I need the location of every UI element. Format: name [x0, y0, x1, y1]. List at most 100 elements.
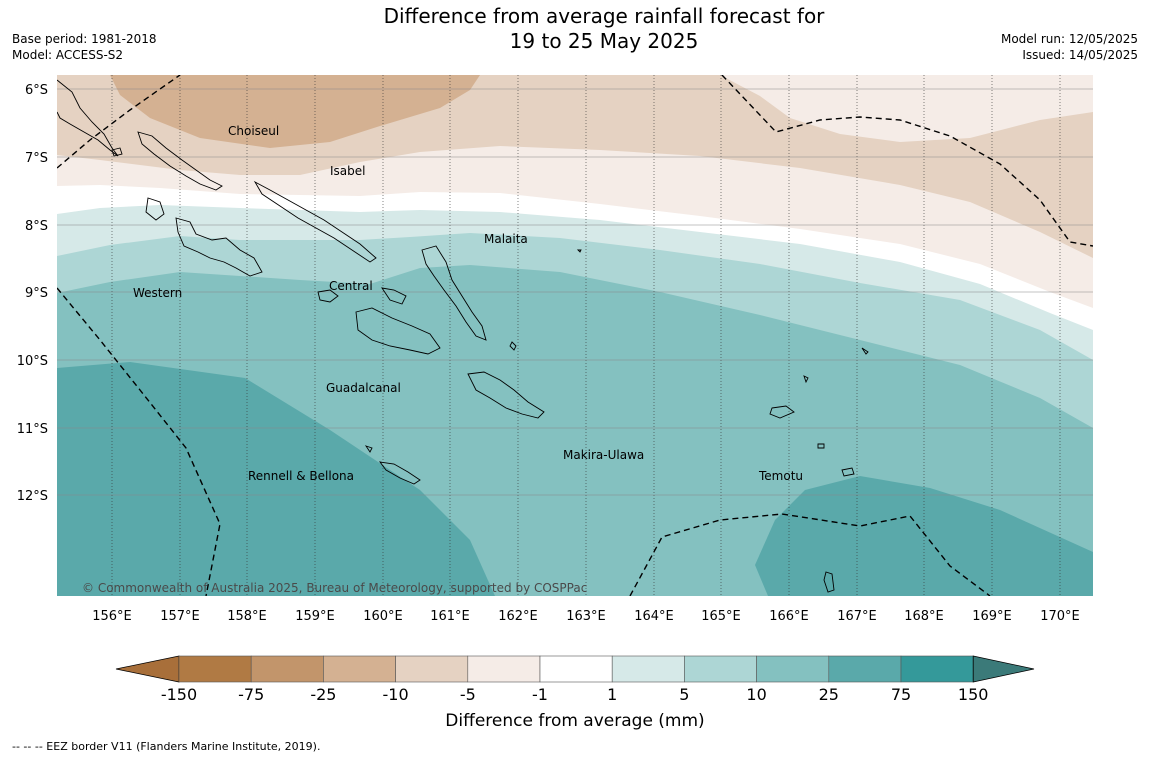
- lon-label: 170°E: [1040, 609, 1080, 624]
- label-makira-ulawa: Makira-Ulawa: [563, 448, 644, 462]
- ontong-java: [576, 249, 582, 253]
- colorbar-tick-label: -25: [310, 685, 336, 704]
- colorbar-segment: [178, 655, 252, 683]
- colorbar-tick-label: 1: [607, 685, 617, 704]
- title-line-2: 19 to 25 May 2025: [509, 29, 699, 53]
- vella-lavella-island: [145, 197, 165, 221]
- nggela-islands: [317, 289, 339, 303]
- anuta-island: [841, 467, 855, 477]
- lon-label: 159°E: [295, 609, 335, 624]
- title-line-1: Difference from average rainfall forecas…: [383, 4, 825, 28]
- lon-label: 161°E: [430, 609, 470, 624]
- russell-islands: [381, 287, 407, 305]
- bougainville-coast: [57, 79, 119, 157]
- copyright-note: © Commonwealth of Australia 2025, Bureau…: [82, 581, 587, 595]
- lon-label: 163°E: [566, 609, 606, 624]
- eez-footnote: -- -- -- EEZ border V11 (Flanders Marine…: [12, 740, 321, 753]
- colorbar-arrow-low: [115, 655, 180, 683]
- colorbar-segment: [395, 655, 469, 683]
- longitude-labels: 156°E 157°E 158°E 159°E 160°E 161°E 162°…: [92, 609, 1080, 624]
- colorbar-tick-label: -10: [383, 685, 409, 704]
- issued-date: Issued: 14/05/2025: [1022, 48, 1138, 62]
- makira-island: [467, 371, 545, 419]
- santa-cruz-ndeni: [769, 405, 795, 419]
- graticule: [57, 75, 1093, 596]
- lon-label: 168°E: [904, 609, 944, 624]
- colorbar-tick-label: 25: [819, 685, 839, 704]
- latitude-labels: 6°S 7°S 8°S 9°S 10°S 11°S 12°S: [17, 83, 48, 504]
- colorbar-segment: [611, 655, 685, 683]
- lat-label: 6°S: [25, 83, 48, 98]
- colorbar-segment: [250, 655, 324, 683]
- eez-north-west: [57, 75, 181, 169]
- label-rennell-bellona: Rennell & Bellona: [248, 469, 354, 483]
- colorbar-tick-label: -150: [161, 685, 197, 704]
- new-georgia-group: [175, 217, 263, 277]
- choiseul-island: [137, 131, 223, 191]
- santa-isabel-island: [253, 180, 377, 263]
- colorbar-tick-label: 10: [746, 685, 766, 704]
- lon-label: 162°E: [498, 609, 538, 624]
- province-labels: Choiseul Isabel Malaita Central Western …: [133, 124, 803, 483]
- lon-label: 157°E: [160, 609, 200, 624]
- parallels: [57, 88, 1093, 496]
- colorbar-tick-label: 150: [958, 685, 989, 704]
- colorbar-tick-label: 5: [679, 685, 689, 704]
- lon-label: 169°E: [972, 609, 1012, 624]
- reef-islands: [803, 375, 809, 384]
- lat-label: 10°S: [17, 354, 48, 369]
- lon-label: 160°E: [363, 609, 403, 624]
- colorbar-tick-label: 75: [891, 685, 911, 704]
- ulawa-island: [509, 341, 517, 351]
- colorbar-segment: [828, 655, 902, 683]
- eez-border: [57, 75, 1093, 596]
- coastlines: [57, 79, 869, 593]
- colorbar-tick-label: -5: [460, 685, 476, 704]
- label-western: Western: [133, 286, 182, 300]
- colorbar-tick-labels: -150 -75 -25 -10 -5 -1 1 5 10 25 75 150: [161, 685, 989, 704]
- duff-islands: [861, 347, 869, 355]
- eez-north-east: [721, 75, 1093, 247]
- tikopia-island: [817, 443, 825, 449]
- label-temotu: Temotu: [758, 469, 803, 483]
- chart-title: Difference from average rainfall forecas…: [0, 4, 1150, 54]
- model-name: Model: ACCESS-S2: [12, 48, 124, 62]
- meta-left: Base period: 1981-2018 Model: ACCESS-S2: [12, 31, 157, 63]
- rennell-island: [378, 461, 421, 485]
- label-isabel: Isabel: [330, 164, 365, 178]
- colorbar-segment: [684, 655, 757, 683]
- lon-label: 165°E: [701, 609, 741, 624]
- colorbar-tick-label: -75: [238, 685, 264, 704]
- guadalcanal-island: [355, 307, 441, 355]
- lat-label: 7°S: [25, 151, 48, 166]
- lat-label: 12°S: [17, 489, 48, 504]
- rainfall-contours: [57, 75, 1093, 596]
- lon-label: 166°E: [769, 609, 809, 624]
- colorbar-segment: [323, 655, 396, 683]
- lon-label: 158°E: [227, 609, 267, 624]
- eez-south-west: [57, 287, 221, 596]
- lat-label: 11°S: [17, 422, 48, 437]
- contour-band-ne-light: [720, 75, 1093, 142]
- lat-label: 9°S: [25, 286, 48, 301]
- base-period: Base period: 1981-2018: [12, 32, 157, 46]
- eez-south-east: [629, 513, 991, 596]
- label-choiseul: Choiseul: [228, 124, 279, 138]
- colorbar-segment: [900, 655, 974, 683]
- colorbar-segment: [467, 655, 541, 683]
- model-run: Model run: 12/05/2025: [1000, 32, 1138, 46]
- colorbar-segment: [539, 655, 613, 683]
- lon-label: 167°E: [837, 609, 877, 624]
- label-guadalcanal: Guadalcanal: [326, 381, 401, 395]
- colorbar-tick-label: -1: [532, 685, 548, 704]
- meta-right: Model run: 12/05/2025 Issued: 14/05/2025: [1001, 31, 1138, 63]
- contour-band-minus10-minus25: [110, 75, 480, 148]
- lon-label: 164°E: [634, 609, 674, 624]
- lon-label: 156°E: [92, 609, 132, 624]
- lat-label: 8°S: [25, 219, 48, 234]
- contour-band-25-75-east: [755, 476, 1093, 596]
- fatutaka-island: [823, 571, 835, 593]
- shortland-islands: [111, 147, 123, 157]
- colorbar-arrow-high: [972, 655, 1035, 683]
